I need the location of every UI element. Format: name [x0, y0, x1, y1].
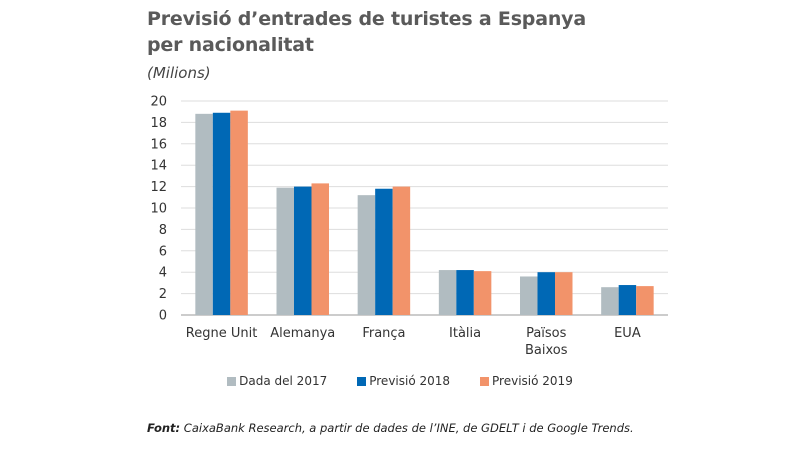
legend-label-2018: Previsió 2018	[369, 374, 451, 388]
bar	[212, 112, 231, 316]
chart-subtitle: (Milions)	[147, 64, 211, 82]
legend-swatch-2017	[227, 376, 237, 386]
y-tick-label: 8	[159, 223, 167, 238]
x-tick-label: Baixos	[525, 343, 568, 358]
chart-title-line-2: per nacionalitat	[147, 34, 314, 56]
x-tick-label: Alemanya	[270, 326, 335, 341]
bar	[392, 186, 411, 315]
legend-item-2017: Dada del 2017	[227, 374, 327, 388]
bar	[195, 113, 213, 315]
bar	[636, 286, 654, 315]
x-tick-label: EUA	[614, 326, 641, 341]
x-tick-label: Itàlia	[449, 326, 481, 341]
x-tick-label: Països	[526, 326, 567, 341]
legend-swatch-2019	[480, 376, 490, 386]
y-tick-label: 12	[150, 180, 167, 195]
bar	[456, 270, 474, 315]
legend: Dada del 2017 Previsió 2018 Previsió 201…	[0, 374, 800, 388]
y-tick-label: 0	[159, 309, 167, 324]
bar	[601, 287, 619, 315]
y-tick-label: 16	[150, 137, 167, 152]
y-tick-label: 18	[150, 116, 167, 131]
bar	[520, 276, 538, 315]
y-tick-label: 4	[159, 266, 167, 281]
bar	[294, 186, 312, 315]
bar	[438, 270, 457, 315]
legend-label-2019: Previsió 2019	[492, 374, 573, 388]
bar	[537, 272, 555, 315]
chart-title: Previsió d’entrades de turistes a Espany…	[147, 6, 586, 58]
bar	[375, 188, 393, 315]
bar	[473, 271, 492, 315]
y-tick-label: 2	[159, 287, 167, 302]
bar	[555, 272, 573, 315]
bar	[311, 183, 329, 315]
x-tick-label: Regne Unit	[186, 326, 258, 341]
source-label: Font:	[147, 421, 181, 435]
legend-swatch-2018	[357, 376, 367, 386]
y-tick-label: 14	[150, 159, 167, 174]
source-note: Font: CaixaBank Research, a partir de da…	[147, 421, 634, 435]
legend-item-2018: Previsió 2018	[357, 374, 450, 388]
bar	[230, 110, 248, 315]
source-text: CaixaBank Research, a partir de dades de…	[180, 421, 634, 435]
bar	[276, 187, 294, 315]
bar	[357, 195, 376, 315]
legend-label-2017: Dada del 2017	[239, 374, 328, 388]
legend-item-2019: Previsió 2019	[480, 374, 573, 388]
y-tick-label: 20	[150, 95, 167, 110]
chart-title-line-1: Previsió d’entrades de turistes a Espany…	[147, 8, 586, 30]
x-tick-label: França	[362, 326, 405, 341]
y-tick-label: 6	[159, 244, 167, 259]
y-tick-label: 10	[150, 202, 167, 217]
bar	[618, 285, 637, 315]
